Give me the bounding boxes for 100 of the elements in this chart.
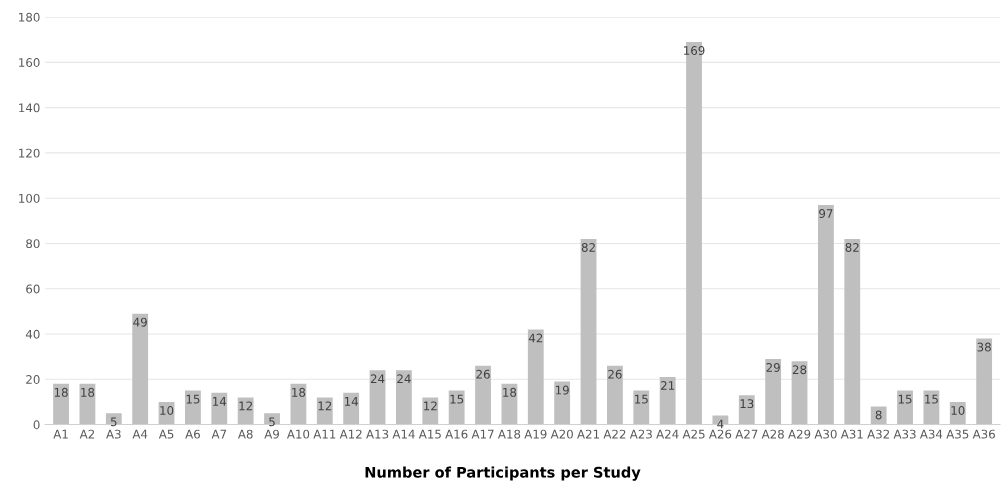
y-tick-label: 0 <box>33 420 40 430</box>
data-label: 21 <box>661 381 675 390</box>
data-label: 18 <box>54 387 68 397</box>
data-label: 26 <box>608 369 622 379</box>
bar <box>844 238 861 425</box>
x-tick-label: A17 <box>471 429 494 439</box>
x-tick-label: A22 <box>603 429 626 439</box>
bar <box>185 390 201 425</box>
bar <box>633 390 650 425</box>
bar <box>527 329 544 425</box>
x-tick-label: A6 <box>185 429 200 439</box>
bar <box>870 406 887 425</box>
data-label: 15 <box>898 394 912 404</box>
x-tick-label: A23 <box>629 429 652 439</box>
x-tick-label: A35 <box>946 429 969 439</box>
bar <box>659 377 676 425</box>
data-label: 97 <box>819 209 833 218</box>
y-tick-label: 120 <box>19 148 40 158</box>
data-label: 26 <box>476 369 490 379</box>
x-tick-label: A26 <box>708 429 732 439</box>
data-label: 14 <box>213 397 227 406</box>
bar <box>369 370 386 425</box>
x-tick-label: A4 <box>132 429 148 439</box>
x-tick-label: A3 <box>106 429 121 439</box>
x-tick-label: A24 <box>656 429 679 439</box>
x-tick-label: A34 <box>919 429 943 439</box>
data-label: 15 <box>925 394 938 404</box>
x-tick-label: A1 <box>53 429 68 439</box>
data-label: 12 <box>239 401 252 411</box>
x-tick-label: A8 <box>237 429 253 439</box>
bar <box>976 338 993 425</box>
bar <box>396 370 412 425</box>
x-tick-label: A32 <box>867 429 890 439</box>
x-tick-label: A27 <box>735 429 758 439</box>
data-label: 8 <box>875 410 882 420</box>
x-tick-label: A2 <box>79 429 95 439</box>
bar <box>765 358 782 425</box>
data-label: 18 <box>81 387 95 397</box>
x-tick-label: A33 <box>893 429 916 439</box>
y-tick-label: 180 <box>19 12 40 22</box>
data-label: 24 <box>370 374 385 384</box>
x-tick-label: A15 <box>418 429 441 439</box>
bar <box>211 392 228 425</box>
data-label: 15 <box>635 394 648 404</box>
data-label: 12 <box>318 401 332 411</box>
bar <box>817 204 834 425</box>
bar <box>105 413 122 425</box>
x-tick-label: A30 <box>814 429 837 439</box>
bar <box>897 390 913 425</box>
data-label: 18 <box>292 387 306 397</box>
text: Number of Participants per Study <box>365 466 641 481</box>
data-label: 18 <box>503 387 517 397</box>
data-label: 38 <box>977 342 991 352</box>
y-tick-label: 100 <box>19 193 40 203</box>
data-label: 49 <box>133 317 147 327</box>
bar <box>580 238 597 425</box>
data-label: 15 <box>186 394 200 404</box>
bar <box>554 381 571 425</box>
x-tick-label: A13 <box>366 429 389 439</box>
bar <box>923 390 940 425</box>
x-tick-label: A7 <box>211 429 227 439</box>
data-label: 28 <box>792 365 807 375</box>
x-tick-label: A31 <box>840 429 863 439</box>
y-tick-label: 80 <box>26 239 40 249</box>
data-label: 4 <box>717 419 724 429</box>
data-label: 5 <box>269 417 275 427</box>
bar <box>53 383 69 425</box>
data-label: 10 <box>951 405 965 415</box>
x-tick-label: A9 <box>264 429 280 439</box>
bar <box>422 397 439 425</box>
data-label: 24 <box>397 374 411 384</box>
data-label: 19 <box>555 385 569 395</box>
data-label: 5 <box>110 417 117 427</box>
x-tick-label: A36 <box>972 429 995 439</box>
data-label: 15 <box>450 394 464 404</box>
bar <box>475 365 491 425</box>
bar <box>607 365 623 425</box>
data-label: 13 <box>740 399 754 409</box>
bar <box>316 397 333 425</box>
x-tick-label: A29 <box>788 429 811 439</box>
x-tick-label: A12 <box>339 429 362 439</box>
data-label: 82 <box>845 242 859 252</box>
data-label: 29 <box>766 362 780 372</box>
y-tick-label: 160 <box>19 58 40 68</box>
x-tick-label: A10 <box>286 429 310 439</box>
data-label: 10 <box>160 405 174 415</box>
x-tick-label: A11 <box>313 429 336 439</box>
bar <box>237 397 254 425</box>
x-tick-label: A28 <box>761 429 784 439</box>
bar <box>132 313 149 425</box>
bar <box>264 413 280 425</box>
x-tick-label: A5 <box>158 429 174 439</box>
data-label: 42 <box>528 333 543 343</box>
bar <box>343 392 360 425</box>
bar <box>738 395 755 425</box>
data-label: 82 <box>581 242 595 252</box>
y-tick-label: 40 <box>25 329 40 339</box>
data-label: 12 <box>424 401 437 411</box>
x-tick-label: A18 <box>497 429 521 439</box>
x-tick-label: A21 <box>577 429 599 439</box>
